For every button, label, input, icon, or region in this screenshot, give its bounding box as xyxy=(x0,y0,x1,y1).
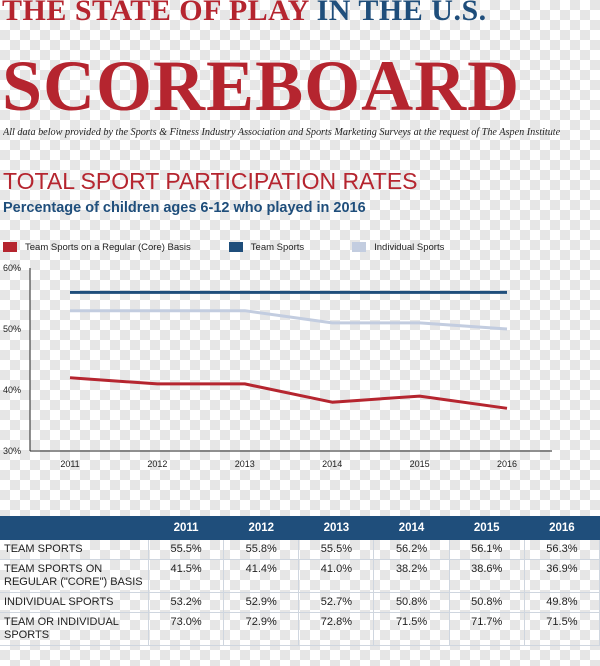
table-header-year: 2016 xyxy=(524,516,600,540)
row-label: Individual Sports xyxy=(0,592,149,613)
legend-item-individual: Individual Sports xyxy=(352,242,444,253)
table-cell: 71.7% xyxy=(449,612,525,646)
x-tick-label: 2013 xyxy=(235,459,255,469)
row-label: Team Sports on Regular ("Core") Basis xyxy=(0,559,149,593)
table-header-year: 2015 xyxy=(449,516,525,540)
table-cell: 72.9% xyxy=(223,612,300,646)
table-cell: 55.8% xyxy=(223,540,300,560)
x-tick-label: 2014 xyxy=(322,459,342,469)
table-row-team-or-individual: Team or Individual Sports 73.0% 72.9% 72… xyxy=(0,612,600,646)
table-cell: 38.6% xyxy=(449,559,525,593)
headline: THE STATE OF PLAY IN THE U.S. xyxy=(2,0,487,28)
legend-item-core: Team Sports on a Regular (Core) Basis xyxy=(3,242,191,253)
series-line-individual xyxy=(70,309,508,331)
table-header-year: 2011 xyxy=(148,516,224,540)
table-cell: 50.8% xyxy=(373,592,450,613)
x-tick-label: 2015 xyxy=(410,459,430,469)
y-tick-label: 60% xyxy=(3,263,21,273)
section-title: TOTAL SPORT PARTICIPATION RATES xyxy=(3,168,418,194)
chart-subtitle: Percentage of children ages 6-12 who pla… xyxy=(3,200,366,216)
legend-item-team: Team Sports xyxy=(228,241,305,253)
data-credit: All data below provided by the Sports & … xyxy=(3,127,561,138)
table-cell: 36.9% xyxy=(524,559,600,593)
legend-label-core: Team Sports on a Regular (Core) Basis xyxy=(25,241,191,253)
scoreboard-title: SCOREBOARD xyxy=(2,46,521,126)
table-cell: 41.4% xyxy=(223,559,300,593)
table-row-individual: Individual Sports 53.2% 52.9% 52.7% 50.8… xyxy=(0,592,600,613)
table-cell: 55.5% xyxy=(298,540,375,560)
table-cell: 72.8% xyxy=(298,612,375,646)
table-cell: 55.5% xyxy=(148,540,225,560)
row-label: Team Sports xyxy=(0,540,149,560)
table-cell: 52.7% xyxy=(298,592,375,613)
legend-label-team: Team Sports xyxy=(250,241,305,253)
table-cell: 49.8% xyxy=(524,592,600,613)
table-cell: 50.8% xyxy=(449,592,525,613)
headline-part-1: THE STATE OF PLAY xyxy=(2,0,309,27)
line-chart: 30% 40% 50% 60% 2011 2012 2013 2014 2015 2016 xyxy=(3,263,552,469)
table-cell: 71.5% xyxy=(373,612,450,646)
legend-swatch-individual xyxy=(352,242,367,252)
table-header-year: 2014 xyxy=(373,516,450,540)
table-cell: 52.9% xyxy=(223,592,300,613)
legend-label-individual: Individual Sports xyxy=(374,241,445,253)
table-cell: 56.1% xyxy=(449,540,525,560)
row-label: Team or Individual Sports xyxy=(0,612,149,646)
x-tick-label: 2012 xyxy=(147,459,167,469)
y-tick-label: 50% xyxy=(3,324,21,334)
table-cell: 41.0% xyxy=(298,559,375,593)
table-cell: 53.2% xyxy=(148,592,225,613)
table-header-year: 2013 xyxy=(298,516,374,540)
table-cell: 38.2% xyxy=(373,559,450,593)
table-header-year: 2012 xyxy=(223,516,299,540)
table-cell: 73.0% xyxy=(148,612,225,646)
chart-legend: Team Sports on a Regular (Core) Basis Te… xyxy=(3,239,472,255)
y-tick-label: 30% xyxy=(3,446,21,456)
table-cell: 56.3% xyxy=(524,540,600,560)
table-header-row: 2011 2012 2013 2014 2015 2016 xyxy=(0,516,600,540)
table-cell: 56.2% xyxy=(373,540,450,560)
table-cell: 71.5% xyxy=(524,612,600,646)
legend-swatch-core xyxy=(3,242,17,252)
participation-table: 2011 2012 2013 2014 2015 2016 Team Sport… xyxy=(0,516,600,646)
table-cell: 41.5% xyxy=(148,559,225,593)
series-line-core xyxy=(69,376,508,410)
table-row-team-sports: Team Sports 55.5% 55.8% 55.5% 56.2% 56.1… xyxy=(0,540,600,560)
x-tick-label: 2011 xyxy=(60,459,79,469)
headline-part-2: IN THE U.S. xyxy=(316,0,487,27)
table-header-blank xyxy=(0,516,149,540)
legend-swatch-team xyxy=(228,242,243,252)
table-row-core: Team Sports on Regular ("Core") Basis 41… xyxy=(0,559,600,593)
x-tick-label: 2016 xyxy=(497,459,517,469)
y-tick-label: 40% xyxy=(3,385,21,395)
